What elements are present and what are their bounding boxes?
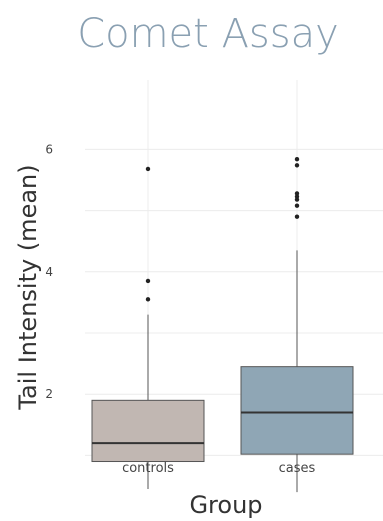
outlier-point (294, 191, 300, 196)
boxes (91, 156, 354, 493)
grid-lines (85, 80, 383, 456)
y-axis-title: Tail Intensity (mean) (14, 164, 42, 410)
x-axis-title: Group (189, 491, 262, 519)
outlier-point (294, 156, 300, 162)
chart-title: Comet Assay (77, 11, 339, 57)
outlier-point (145, 166, 151, 172)
x-tick-label: controls (122, 461, 174, 476)
box-controls (91, 166, 205, 490)
box-cases (240, 156, 354, 493)
x-tick-label: cases (279, 461, 316, 476)
plot-area: 2 4 6 controls cases (45, 80, 383, 493)
outlier-point (294, 194, 300, 199)
outlier-point (294, 163, 300, 168)
outlier-point (294, 203, 300, 208)
box-body (240, 366, 354, 455)
outlier-point (145, 297, 151, 302)
axis-ticks: 2 4 6 controls cases (45, 142, 315, 476)
y-tick-label: 4 (45, 265, 53, 279)
outlier-point (145, 278, 151, 284)
y-tick-label: 6 (45, 142, 53, 156)
outlier-point (294, 214, 300, 219)
outlier-point (294, 197, 300, 202)
y-tick-label: 2 (45, 387, 53, 401)
box-body (91, 399, 205, 463)
